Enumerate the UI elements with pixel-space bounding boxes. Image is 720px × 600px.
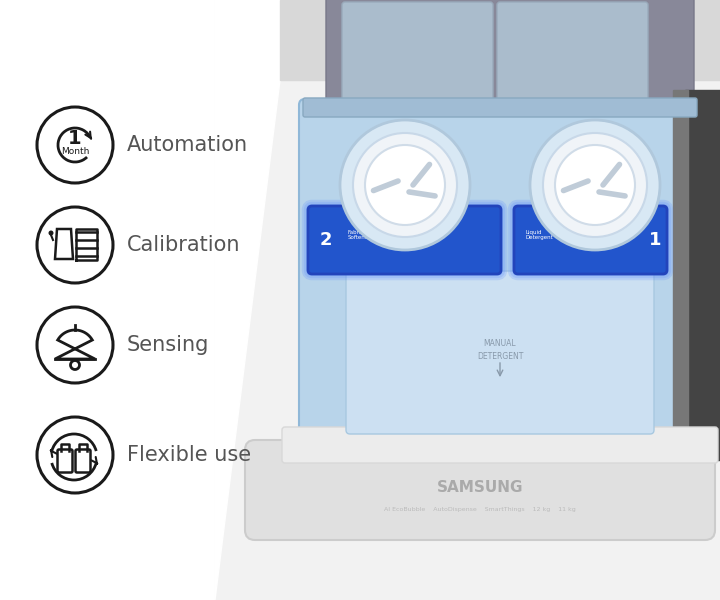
Text: SAMSUNG: SAMSUNG xyxy=(437,481,523,496)
Text: Fabric
Softener: Fabric Softener xyxy=(348,230,372,241)
Text: 1: 1 xyxy=(649,231,661,249)
Circle shape xyxy=(555,145,635,225)
Text: Liquid
Detergent: Liquid Detergent xyxy=(395,230,423,241)
Text: Flexible use: Flexible use xyxy=(127,445,251,465)
Bar xyxy=(280,0,720,80)
Text: 2: 2 xyxy=(320,231,332,249)
Text: AI EcoBubble    AutoDispense    SmartThings    12 kg    11 kg: AI EcoBubble AutoDispense SmartThings 12… xyxy=(384,508,576,512)
Circle shape xyxy=(530,120,660,250)
Circle shape xyxy=(353,133,457,237)
Text: Sensing: Sensing xyxy=(127,335,210,355)
Text: Liquid
Detergent: Liquid Detergent xyxy=(526,230,554,241)
Circle shape xyxy=(365,145,445,225)
Circle shape xyxy=(543,133,647,237)
Text: Month: Month xyxy=(60,148,89,157)
Text: Automation: Automation xyxy=(127,135,248,155)
Bar xyxy=(685,90,720,460)
Text: MANUAL
DETERGENT: MANUAL DETERGENT xyxy=(477,339,523,361)
FancyBboxPatch shape xyxy=(282,427,718,463)
Circle shape xyxy=(340,120,470,250)
Bar xyxy=(0,0,230,600)
FancyBboxPatch shape xyxy=(346,271,654,434)
FancyBboxPatch shape xyxy=(245,440,715,540)
FancyBboxPatch shape xyxy=(326,0,694,114)
Text: Calibration: Calibration xyxy=(127,235,240,255)
Bar xyxy=(673,90,688,460)
FancyBboxPatch shape xyxy=(303,98,697,117)
Bar xyxy=(215,0,720,600)
Polygon shape xyxy=(215,0,290,600)
Text: 1: 1 xyxy=(68,128,82,148)
Circle shape xyxy=(71,361,79,370)
FancyBboxPatch shape xyxy=(308,206,501,274)
FancyBboxPatch shape xyxy=(514,206,667,274)
FancyBboxPatch shape xyxy=(342,2,493,103)
Circle shape xyxy=(48,230,53,235)
FancyBboxPatch shape xyxy=(497,2,648,103)
FancyBboxPatch shape xyxy=(299,99,701,456)
